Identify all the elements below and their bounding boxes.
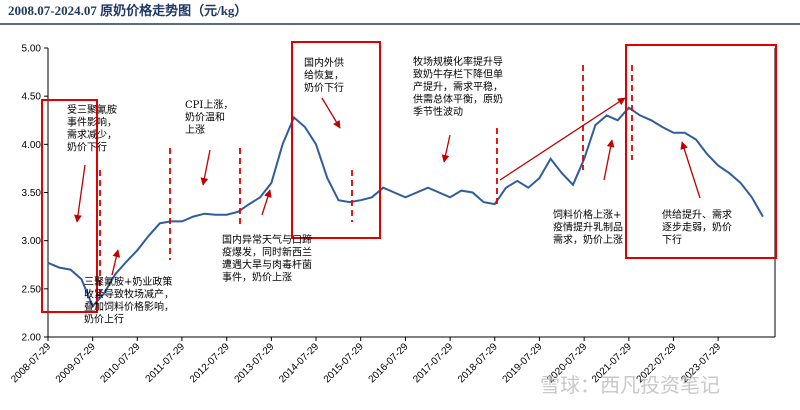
annotation-line: 疫情提升乳制品 — [553, 221, 623, 234]
annotation-line: 饲料价格上涨+ — [553, 208, 621, 221]
annotation-line: 需求，奶价上涨 — [553, 234, 623, 246]
x-tick-label: 2017-07-29 — [411, 341, 455, 385]
annotation-line: 事件影响， — [67, 116, 117, 129]
highlight-box — [625, 44, 777, 259]
annotation-line: 事件，奶价上涨 — [222, 271, 292, 284]
arrow — [680, 141, 701, 199]
annotation-line: 奶价温和 — [185, 112, 225, 124]
annotation-line: 供需总体平衡，原奶 — [413, 93, 503, 106]
annotation-line: 下行 — [662, 233, 682, 246]
x-tick-label: 2018-07-29 — [456, 341, 500, 385]
annotation-line: 供给提升、需求 — [662, 208, 732, 221]
annotations: 受三聚氰胺事件影响，需求减少，奶价下行三聚氰胺+奶业政策收紧导致牧场减产，叠加饲… — [67, 55, 732, 326]
annotation-line: 国内异常天气与口蹄 — [222, 233, 312, 246]
annotation-line: 逐步走弱，奶价 — [662, 222, 732, 234]
x-tick-label: 2014-07-29 — [277, 341, 321, 385]
annotation-line: 奶价上行 — [84, 313, 124, 326]
y-tick-label: 3.00 — [22, 236, 42, 247]
x-tick-label: 2015-07-29 — [322, 341, 366, 385]
annotation-line: 致奶牛存栏下降但单 — [413, 68, 503, 81]
x-tick-label: 2013-07-29 — [233, 341, 277, 385]
y-tick-label: 5.00 — [22, 44, 42, 55]
arrow — [499, 97, 626, 181]
y-tick-label: 4.50 — [22, 92, 42, 103]
annotation-line: 季节性波动 — [413, 105, 463, 118]
arrow — [200, 149, 211, 186]
y-tick-label: 4.00 — [22, 140, 42, 151]
watermark: 雪球：西凡投资笔记 — [540, 373, 720, 397]
arrow — [441, 134, 451, 163]
arrow — [74, 164, 86, 223]
annotation-line: 奶价下行 — [67, 141, 107, 154]
chart-title: 2008.07-2024.07 原奶价格走势图（元/kg） — [8, 3, 247, 18]
x-tick-label: 2009-07-29 — [54, 341, 98, 385]
x-tick-label: 2012-07-29 — [188, 341, 232, 385]
annotation-line: 牧场规模化率提升导 — [413, 55, 503, 68]
annotation-line: 给恢复， — [304, 69, 344, 82]
highlight-boxes — [41, 41, 777, 313]
arrow — [603, 139, 615, 181]
period-dividers — [99, 65, 633, 300]
x-tick-label: 2011-07-29 — [144, 341, 188, 385]
annotation-line: 受三聚氰胺 — [67, 103, 117, 116]
arrows — [74, 97, 701, 276]
annotation-line: 国内外供 — [304, 56, 344, 69]
annotation-line: 三聚氰胺+奶业政策 — [84, 275, 172, 288]
annotation-line: 疫爆发，同时新西兰 — [222, 246, 312, 259]
x-tick-label: 2016-07-29 — [367, 341, 411, 385]
annotation-line: 上涨 — [185, 124, 205, 136]
annotation-line: CPI上涨， — [185, 99, 233, 111]
highlight-box — [291, 41, 381, 239]
x-tick-label: 2010-07-29 — [98, 341, 142, 385]
y-tick-label: 2.50 — [22, 284, 42, 295]
arrow — [111, 249, 121, 276]
x-tick-label: 2019-07-29 — [501, 341, 545, 385]
arrow — [321, 97, 341, 129]
y-tick-label: 2.00 — [22, 333, 42, 344]
annotation-line: 产提升，需求平稳， — [413, 80, 503, 93]
arrow — [261, 189, 272, 216]
annotation-line: 遭遇大旱与肉毒杆菌 — [222, 258, 312, 271]
annotation-line: 收紧导致牧场减产， — [84, 288, 174, 301]
price-line — [47, 106, 764, 309]
highlight-box — [41, 99, 98, 313]
annotation-line: 奶价下行 — [304, 81, 344, 94]
x-tick-label: 2008-07-29 — [9, 341, 53, 385]
annotation-line: 需求减少， — [67, 129, 117, 141]
y-tick-label: 3.50 — [22, 188, 42, 199]
annotation-line: 叠加饲料价格影响， — [84, 300, 174, 313]
